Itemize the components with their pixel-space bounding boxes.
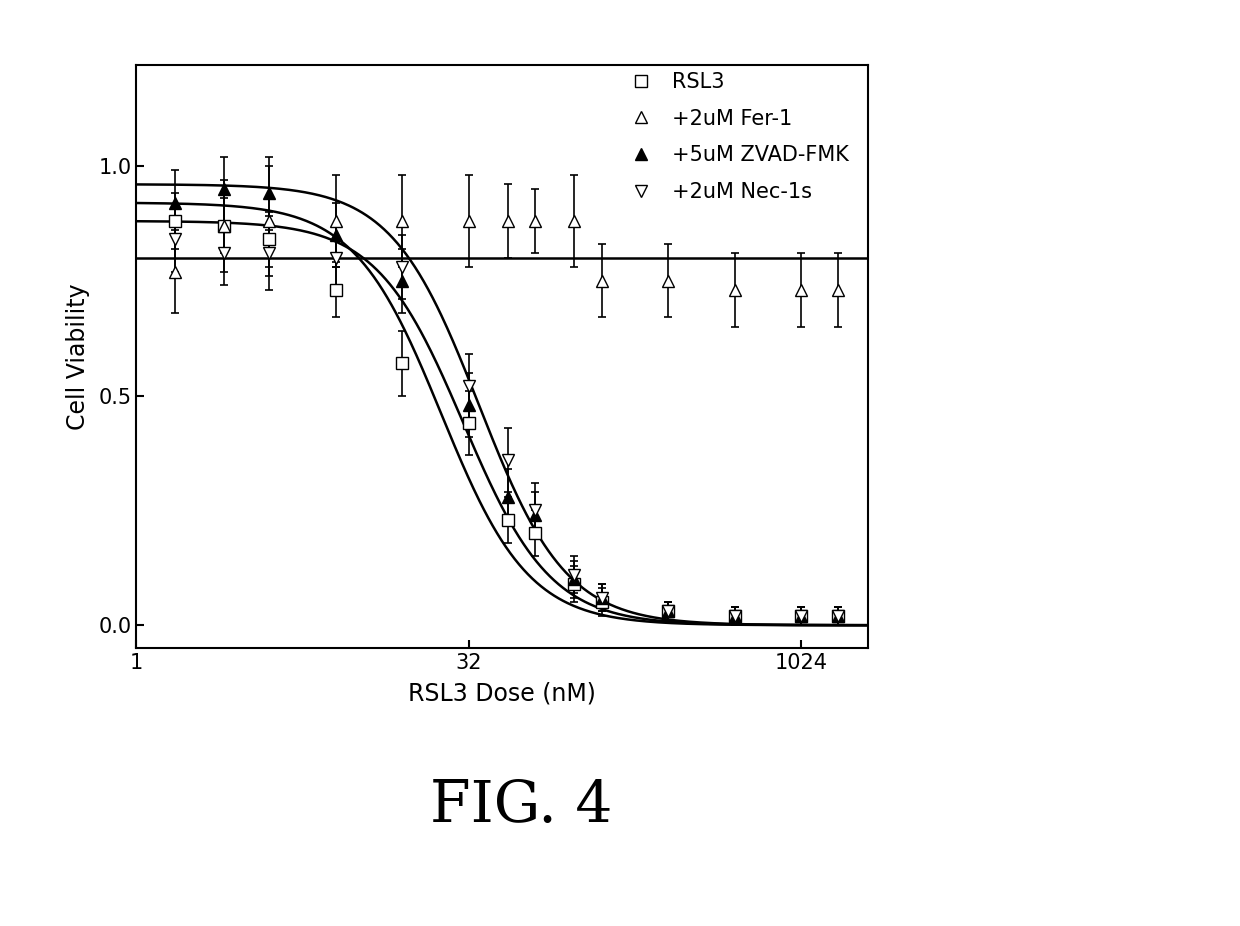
- Text: FIG. 4: FIG. 4: [429, 778, 613, 833]
- Y-axis label: Cell Viability: Cell Viability: [66, 283, 91, 430]
- X-axis label: RSL3 Dose (nM): RSL3 Dose (nM): [408, 682, 596, 706]
- Legend: RSL3, +2uM Fer-1, +5uM ZVAD-FMK, +2uM Nec-1s: RSL3, +2uM Fer-1, +5uM ZVAD-FMK, +2uM Ne…: [613, 64, 858, 210]
